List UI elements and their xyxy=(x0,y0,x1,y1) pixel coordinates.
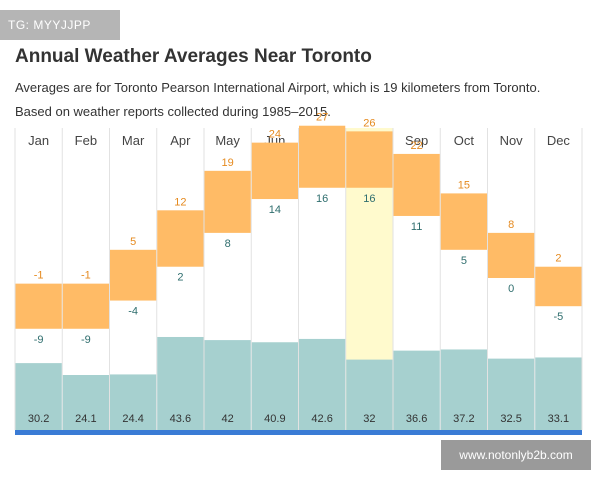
month-label: Apr xyxy=(170,133,191,148)
month-label: Dec xyxy=(547,133,571,148)
high-temp-label: 5 xyxy=(130,236,136,248)
high-temp-label: 24 xyxy=(269,129,281,141)
precipitation-label: 24.4 xyxy=(122,413,143,425)
temperature-band xyxy=(110,249,157,301)
precipitation-label: 42 xyxy=(222,413,234,425)
source-tag: TG: MYYJJPP xyxy=(0,10,120,40)
temperature-band xyxy=(204,170,251,233)
high-temp-label: 2 xyxy=(555,253,561,265)
precipitation-bar xyxy=(62,375,109,430)
month-label: Sep xyxy=(405,133,428,148)
precipitation-bar xyxy=(204,340,251,430)
precipitation-bar xyxy=(488,358,535,430)
subtitle-period: Based on weather reports collected durin… xyxy=(15,104,331,119)
watermark: www.notonlyb2b.com xyxy=(441,440,591,470)
temperature-band xyxy=(157,210,204,267)
precipitation-bar xyxy=(110,374,157,430)
precipitation-label: 32 xyxy=(363,413,375,425)
temperature-band xyxy=(535,266,582,307)
month-label: Oct xyxy=(454,133,475,148)
precipitation-label: 32.5 xyxy=(500,413,521,425)
precipitation-bar xyxy=(15,363,62,430)
precipitation-bar xyxy=(251,342,298,430)
precipitation-bar xyxy=(157,336,204,430)
temperature-band xyxy=(488,232,535,278)
precipitation-label: 40.9 xyxy=(264,413,285,425)
low-temp-label: 16 xyxy=(316,193,328,205)
precipitation-label: 36.6 xyxy=(406,413,427,425)
temperature-band xyxy=(299,125,346,188)
high-temp-label: 19 xyxy=(222,157,234,169)
high-temp-label: 27 xyxy=(316,112,328,124)
precipitation-label: 42.6 xyxy=(311,413,332,425)
month-label: Jan xyxy=(28,133,49,148)
high-temp-label: -1 xyxy=(81,270,91,282)
subtitle-location: Averages are for Toronto Pearson Interna… xyxy=(15,80,541,95)
month-label: Mar xyxy=(122,133,145,148)
month-label: May xyxy=(215,133,240,148)
low-temp-label: -4 xyxy=(128,306,138,318)
temperature-band xyxy=(251,142,298,200)
page-title: Annual Weather Averages Near Toronto xyxy=(15,46,372,67)
low-temp-label: 2 xyxy=(177,272,183,284)
temperature-band xyxy=(62,283,109,329)
low-temp-label: -9 xyxy=(81,334,91,346)
temperature-band xyxy=(440,193,487,250)
low-temp-label: -9 xyxy=(34,334,44,346)
precipitation-bar xyxy=(535,357,582,430)
month-label: Feb xyxy=(75,133,97,148)
high-temp-label: 15 xyxy=(458,179,470,191)
low-temp-label: 8 xyxy=(225,238,231,250)
precipitation-bar xyxy=(346,359,393,430)
high-temp-label: 26 xyxy=(363,117,375,129)
precipitation-label: 24.1 xyxy=(75,413,96,425)
high-temp-label: 22 xyxy=(411,140,423,152)
low-temp-label: 11 xyxy=(411,221,422,233)
low-temp-label: 0 xyxy=(508,283,514,295)
high-temp-label: 8 xyxy=(508,219,514,231)
precipitation-label: 37.2 xyxy=(453,413,474,425)
temperature-band xyxy=(15,283,62,329)
low-temp-label: 14 xyxy=(269,204,281,216)
precipitation-bar xyxy=(393,350,440,430)
low-temp-label: 5 xyxy=(461,255,467,267)
precipitation-bar xyxy=(440,349,487,430)
high-temp-label: 12 xyxy=(174,196,186,208)
chart-baseline xyxy=(15,430,582,435)
month-label: Nov xyxy=(500,133,524,148)
low-temp-label: -5 xyxy=(553,311,563,323)
temperature-band xyxy=(346,131,393,188)
high-temp-label: -1 xyxy=(34,270,44,282)
precipitation-bar xyxy=(299,338,346,430)
precipitation-label: 33.1 xyxy=(548,413,569,425)
low-temp-label: 16 xyxy=(363,193,375,205)
precipitation-label: 43.6 xyxy=(170,413,191,425)
temperature-band xyxy=(393,153,440,216)
precipitation-label: 30.2 xyxy=(28,413,49,425)
